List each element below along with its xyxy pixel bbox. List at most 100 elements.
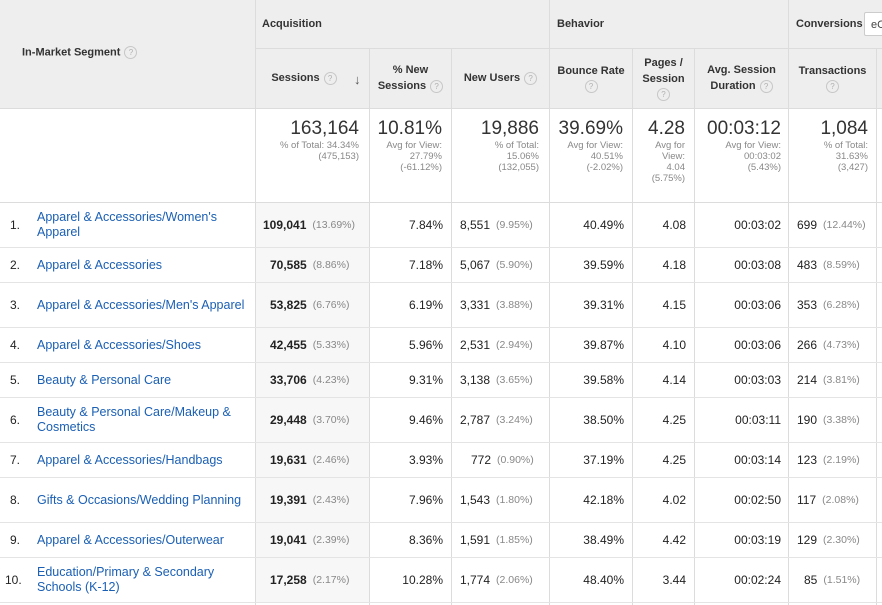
sessions-value: 109,041 xyxy=(263,218,307,232)
pages-per-session-column-header[interactable]: Pages / Session ? xyxy=(633,50,694,106)
sessions-cell: 42,455 (5.33%) xyxy=(270,328,349,362)
help-icon[interactable]: ? xyxy=(759,79,773,93)
sessions-cell: 19,041 (2.39%) xyxy=(270,523,349,557)
sessions-value: 29,448 xyxy=(270,413,307,427)
segment-link[interactable]: Beauty & Personal Care xyxy=(37,372,172,387)
new-users-pct: (3.88%) xyxy=(496,299,533,311)
sessions-cell-bg xyxy=(256,443,369,477)
avg-session-duration-column-header[interactable]: Avg. Session Duration? xyxy=(695,50,788,106)
segment-link[interactable]: Education/Primary & Secondary Schools (K… xyxy=(37,565,215,594)
sessions-value: 53,825 xyxy=(270,298,307,312)
help-icon[interactable]: ? xyxy=(825,80,839,93)
avg-duration-value: 00:03:19 xyxy=(734,533,781,547)
row-number: 8. xyxy=(10,493,21,507)
sessions-header-label: Sessions xyxy=(271,72,320,84)
group-divider xyxy=(256,48,549,49)
new-users-pct: (2.94%) xyxy=(496,339,533,351)
bounce-rate-total-avg: 40.51% xyxy=(590,151,623,162)
new-sessions-value: 8.36% xyxy=(408,533,443,547)
transactions-cell: 117 (2.08%) xyxy=(797,478,859,522)
segment-link[interactable]: Gifts & Occasions/Wedding Planning xyxy=(37,492,242,507)
conversions-goal-select[interactable]: eC xyxy=(864,12,882,36)
transactions-value: 117 xyxy=(797,493,817,507)
totals-divider xyxy=(0,202,882,203)
table-row: 8. Gifts & Occasions/Wedding Planning 19… xyxy=(0,478,882,523)
new-users-value: 3,331 xyxy=(460,298,491,312)
transactions-value: 266 xyxy=(797,338,818,352)
table-row: 10. Education/Primary & Secondary School… xyxy=(0,558,882,603)
avg-duration-value: 00:02:50 xyxy=(734,493,781,507)
avg-duration-total: 00:03:12 Avg for View: 00:03:02 (5.43%) xyxy=(698,118,781,173)
transactions-value: 699 xyxy=(797,218,818,232)
new-users-total: 19,886 % of Total: 15.06% (132,055) xyxy=(455,118,539,173)
sessions-column-header[interactable]: Sessions? xyxy=(256,50,352,106)
column-divider xyxy=(694,48,695,605)
sessions-cell-bg xyxy=(256,248,369,282)
new-sessions-total-delta: (-61.12%) xyxy=(400,162,442,173)
new-users-cell: 5,067 (5.90%) xyxy=(460,248,533,282)
sessions-cell: 109,041 (13.69%) xyxy=(263,203,355,247)
bounce-rate-column-header[interactable]: Bounce Rate ? xyxy=(550,50,632,106)
transactions-pct: (6.28%) xyxy=(823,299,860,311)
segment-column-header[interactable]: In-Market Segment? xyxy=(22,46,138,59)
help-icon[interactable]: ? xyxy=(323,71,337,85)
transactions-column-header[interactable]: Transactions ? xyxy=(789,50,876,106)
new-users-cell: 1,543 (1.80%) xyxy=(460,478,533,522)
new-users-column-header[interactable]: New Users? xyxy=(452,50,549,106)
transactions-pct: (2.19%) xyxy=(823,454,860,466)
column-divider xyxy=(632,48,633,605)
transactions-value: 353 xyxy=(797,298,818,312)
transactions-pct: (8.59%) xyxy=(823,259,860,271)
row-number: 1. xyxy=(10,218,21,232)
segment-link[interactable]: Apparel & Accessories/Shoes xyxy=(37,337,201,352)
row-number: 2. xyxy=(10,258,21,272)
avg-duration-value: 00:02:24 xyxy=(734,573,781,587)
bounce-rate-value: 39.58% xyxy=(583,373,624,387)
transactions-total-base: (3,427) xyxy=(837,162,868,173)
row-number: 4. xyxy=(10,338,21,352)
new-users-pct: (5.90%) xyxy=(496,259,533,271)
segment-link[interactable]: Beauty & Personal Care/Makeup & Cosmetic… xyxy=(37,405,231,434)
pages-value: 4.15 xyxy=(662,298,686,312)
help-icon[interactable]: ? xyxy=(430,79,444,93)
transactions-value: 214 xyxy=(797,373,818,387)
table-row: 1. Apparel & Accessories/Women's Apparel… xyxy=(0,203,882,248)
new-users-pct: (9.95%) xyxy=(496,219,533,231)
row-number: 5. xyxy=(10,373,21,387)
column-divider xyxy=(788,0,789,605)
avg-duration-value: 00:03:11 xyxy=(735,413,781,427)
group-divider xyxy=(789,48,882,49)
help-icon[interactable]: ? xyxy=(584,80,598,93)
sessions-value: 70,585 xyxy=(270,258,307,272)
segment-link[interactable]: Apparel & Accessories/Women's Apparel xyxy=(37,210,218,239)
new-users-cell: 3,331 (3.88%) xyxy=(460,283,533,327)
help-icon[interactable]: ? xyxy=(524,71,538,85)
new-users-value: 2,787 xyxy=(460,413,491,427)
pages-value: 4.25 xyxy=(662,413,686,427)
avg-duration-total-delta: (5.43%) xyxy=(747,162,781,173)
segment-link[interactable]: Apparel & Accessories/Men's Apparel xyxy=(37,297,245,312)
sessions-value: 19,631 xyxy=(270,453,307,467)
segment-link[interactable]: Apparel & Accessories/Outerwear xyxy=(37,532,224,547)
bounce-rate-total-value: 39.69% xyxy=(558,118,623,139)
bounce-rate-value: 48.40% xyxy=(583,573,624,587)
help-icon[interactable]: ? xyxy=(124,46,138,59)
new-users-pct: (3.65%) xyxy=(496,374,533,386)
new-users-total-note: % of Total: xyxy=(494,140,539,151)
help-icon[interactable]: ? xyxy=(657,88,670,101)
bounce-rate-value: 38.50% xyxy=(583,413,624,427)
sessions-pct: (5.33%) xyxy=(312,339,350,351)
avg-duration-total-value: 00:03:12 xyxy=(707,118,781,139)
new-users-cell: 3,138 (3.65%) xyxy=(460,363,533,397)
sessions-value: 19,041 xyxy=(270,533,307,547)
segment-link[interactable]: Apparel & Accessories xyxy=(37,257,163,272)
sessions-cell-bg xyxy=(256,328,369,362)
sessions-total-base: (475,153) xyxy=(318,151,359,162)
sort-descending-icon[interactable]: ↓ xyxy=(354,72,361,87)
sessions-pct: (4.23%) xyxy=(312,374,350,386)
new-sessions-column-header[interactable]: % New Sessions? xyxy=(370,50,451,106)
new-users-value: 2,531 xyxy=(460,338,491,352)
transactions-value: 129 xyxy=(797,533,818,547)
table-row: 5. Beauty & Personal Care 33,706 (4.23%) … xyxy=(0,363,882,398)
segment-link[interactable]: Apparel & Accessories/Handbags xyxy=(37,452,223,467)
